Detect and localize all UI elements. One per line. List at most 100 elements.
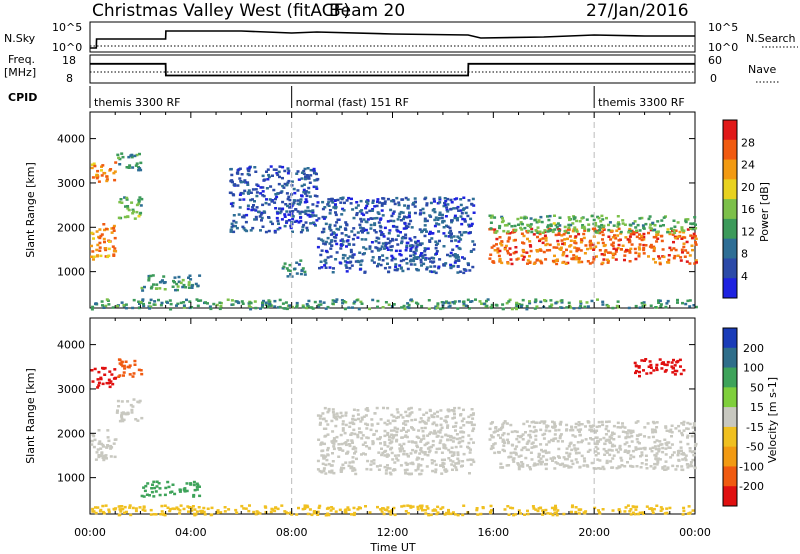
data-cell: [390, 254, 394, 258]
data-cell: [456, 265, 460, 268]
data-cell: [390, 413, 394, 417]
data-cell: [543, 432, 547, 436]
velocity-colorbar-swatch: [723, 486, 737, 507]
data-cell: [532, 425, 536, 429]
data-cell: [320, 442, 324, 445]
data-cell: [577, 451, 581, 455]
data-cell: [378, 201, 382, 204]
data-cell: [661, 248, 665, 251]
data-cell: [454, 259, 458, 262]
nave-label: Nave: [748, 63, 776, 76]
data-cell: [148, 301, 152, 305]
data-cell: [670, 361, 674, 364]
data-cell: [323, 264, 327, 267]
data-cell: [253, 166, 257, 169]
data-cell: [640, 462, 644, 465]
data-cell: [402, 442, 406, 446]
data-cell: [499, 462, 503, 466]
data-cell: [433, 200, 436, 203]
data-cell: [618, 444, 622, 448]
data-cell: [195, 485, 199, 489]
data-cell: [617, 227, 621, 231]
data-cell: [359, 420, 363, 423]
data-cell: [277, 170, 281, 174]
data-cell: [171, 507, 175, 510]
data-cell: [153, 300, 157, 303]
data-cell: [426, 247, 430, 250]
data-cell: [388, 422, 392, 425]
data-cell: [313, 512, 317, 515]
data-cell: [301, 228, 305, 232]
data-cell: [127, 366, 131, 369]
data-cell: [637, 365, 641, 368]
data-cell: [444, 470, 448, 473]
data-cell: [100, 300, 104, 303]
freq-label: Freq.: [8, 53, 35, 66]
data-cell: [668, 430, 672, 433]
data-cell: [567, 216, 571, 219]
data-cell: [137, 168, 141, 172]
data-cell: [271, 222, 274, 226]
data-cell: [454, 239, 458, 242]
data-cell: [439, 423, 443, 427]
data-cell: [540, 220, 544, 224]
data-cell: [529, 223, 533, 226]
data-cell: [548, 243, 552, 247]
data-cell: [306, 512, 310, 516]
data-cell: [571, 462, 575, 466]
data-cell: [475, 507, 479, 510]
data-cell: [665, 511, 669, 515]
data-cell: [399, 259, 403, 263]
data-cell: [455, 216, 459, 220]
data-cell: [572, 307, 576, 310]
data-cell: [539, 300, 543, 304]
data-cell: [312, 185, 316, 189]
data-cell: [676, 235, 680, 238]
data-cell: [457, 300, 461, 303]
data-cell: [669, 456, 673, 459]
data-cell: [405, 414, 409, 417]
data-cell: [515, 307, 518, 311]
data-cell: [662, 255, 666, 259]
data-cell: [331, 299, 335, 302]
data-cell: [351, 256, 355, 259]
data-cell: [686, 436, 689, 439]
data-cell: [490, 303, 494, 307]
data-cell: [398, 264, 402, 267]
data-cell: [649, 371, 653, 375]
data-cell: [649, 465, 653, 468]
data-cell: [409, 258, 413, 262]
data-cell: [642, 248, 646, 252]
data-cell: [123, 215, 127, 219]
data-cell: [627, 445, 631, 448]
data-cell: [139, 161, 143, 165]
data-cell: [267, 203, 271, 206]
data-cell: [441, 464, 445, 467]
power-colorbar-label: Power [dB]: [758, 182, 771, 242]
data-cell: [683, 255, 687, 258]
data-cell: [550, 438, 554, 442]
data-cell: [569, 306, 572, 309]
data-cell: [656, 233, 660, 236]
data-cell: [375, 236, 379, 240]
data-cell: [351, 456, 355, 459]
data-cell: [324, 307, 328, 310]
data-cell: [199, 509, 203, 513]
data-cell: [324, 258, 328, 262]
data-cell: [574, 228, 578, 232]
data-cell: [602, 436, 606, 440]
data-cell: [438, 196, 442, 199]
data-cell: [655, 368, 659, 372]
data-cell: [647, 217, 651, 221]
data-cell: [435, 222, 439, 225]
data-cell: [324, 215, 328, 219]
data-cell: [547, 440, 551, 444]
data-cell: [451, 454, 455, 457]
data-cell: [322, 227, 326, 231]
data-cell: [305, 200, 309, 203]
data-cell: [675, 464, 679, 468]
data-cell: [469, 217, 473, 221]
data-cell: [523, 226, 527, 230]
data-cell: [444, 447, 448, 450]
data-cell: [538, 248, 542, 251]
